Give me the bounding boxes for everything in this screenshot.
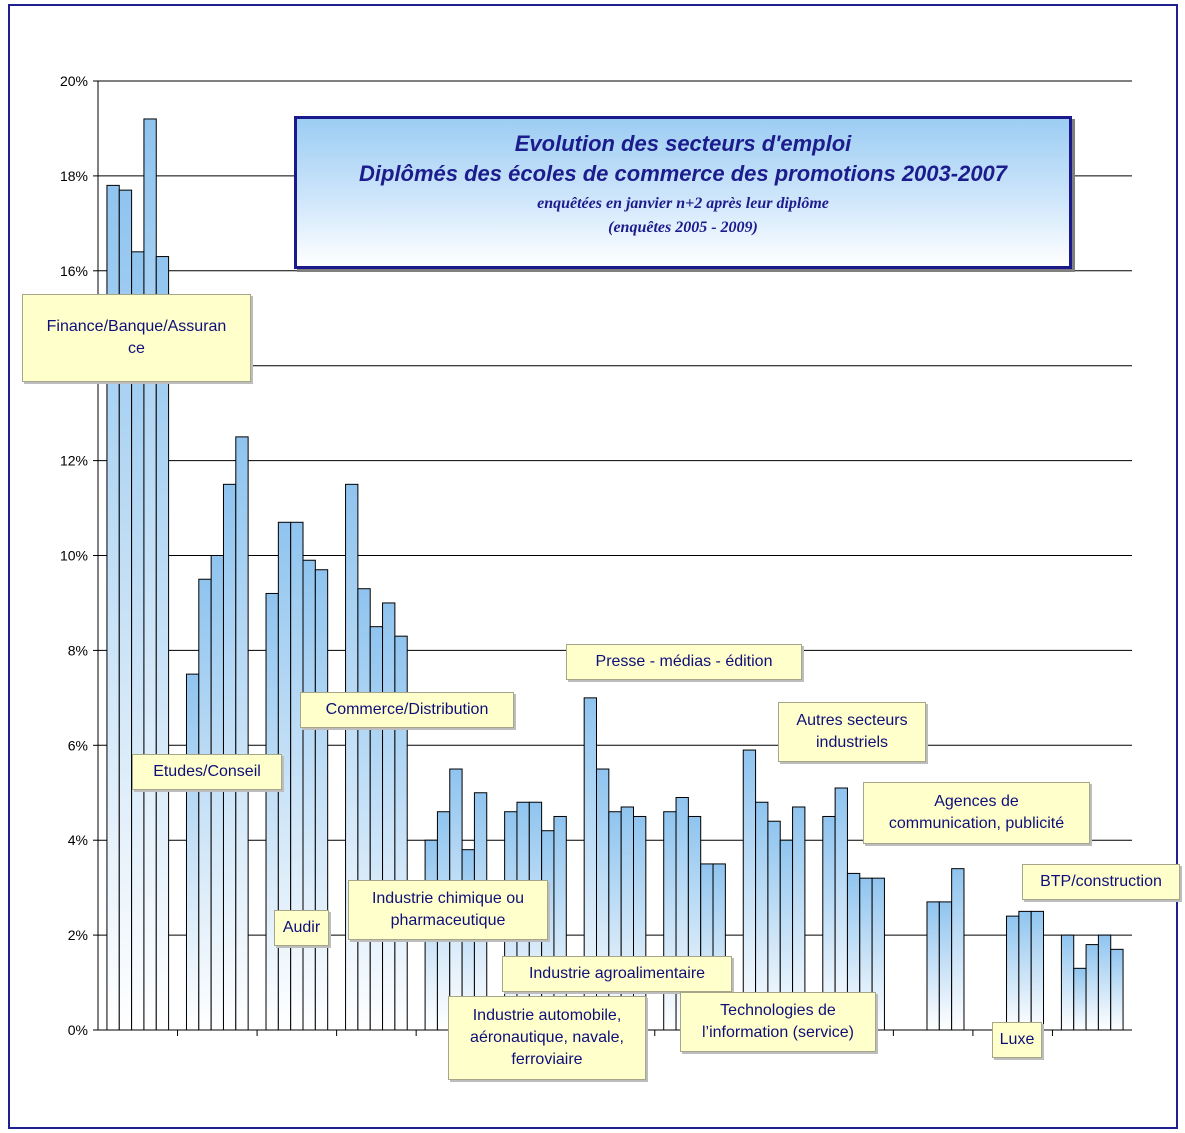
bar (1110, 948, 1124, 1031)
bar (210, 555, 224, 1031)
bar (926, 901, 940, 1031)
chart-subtitle-line-1: enquêtées en janvier n+2 après leur dipl… (537, 195, 829, 212)
chart-title-box: Evolution des secteurs d'emploi Diplômés… (294, 116, 1072, 269)
bar (198, 578, 212, 1031)
bar (951, 868, 965, 1031)
category-label-audit: Audir (274, 910, 329, 946)
chart-subtitle-line-2: (enquêtes 2005 - 2009) (608, 219, 758, 236)
bar (302, 559, 316, 1031)
bar (143, 118, 157, 1031)
bar (938, 901, 953, 1031)
y-tick-label: 6% (68, 737, 88, 753)
chart-title-line-2: Diplômés des écoles de commerce des prom… (358, 161, 1008, 186)
y-tick-label: 8% (68, 642, 88, 658)
y-tick-label: 4% (68, 832, 88, 848)
category-label-etudes-conseil: Etudes/Conseil (132, 754, 282, 790)
bar (1030, 910, 1045, 1031)
bar (357, 588, 371, 1031)
bar (369, 626, 384, 1031)
bar (265, 592, 279, 1031)
category-label-luxe: Luxe (992, 1022, 1042, 1058)
bar (742, 749, 757, 1031)
category-label-autres-industriels: Autres secteurs industriels (778, 702, 926, 762)
bar (314, 569, 329, 1031)
category-label-technologies: Technologies de l’information (service) (680, 992, 876, 1052)
bar (1060, 934, 1075, 1031)
y-tick-label: 0% (68, 1022, 88, 1038)
category-label-finance: Finance/Banque/Assuran ce (22, 294, 251, 382)
chart-title-line-1: Evolution des secteurs d'emploi (514, 131, 852, 156)
bar (185, 673, 200, 1031)
bar (663, 811, 677, 1031)
category-label-chimie: Industrie chimique ou pharmaceutique (348, 880, 548, 940)
category-label-agroalimentaire: Industrie agroalimentaire (502, 956, 732, 992)
y-tick-label: 20% (60, 73, 88, 89)
y-tick-labels: 0%2%4%6%8%10%12%14%16%18%20% (60, 73, 88, 1038)
category-label-commerce: Commerce/Distribution (300, 692, 514, 728)
bar (382, 602, 396, 1031)
y-tick-label: 18% (60, 168, 88, 184)
bar (1085, 944, 1099, 1031)
bar (235, 436, 249, 1031)
category-label-btp: BTP/construction (1022, 864, 1180, 900)
chart-frame: 0%2%4%6%8%10%12%14%16%18%20% Evolution d… (8, 4, 1180, 1129)
bar (345, 483, 359, 1031)
category-label-agences: Agences de communication, publicité (863, 782, 1090, 844)
bar (1018, 910, 1032, 1031)
y-tick-label: 2% (68, 927, 88, 943)
bar (290, 521, 304, 1031)
category-label-presse: Presse - médias - édition (566, 644, 802, 680)
y-tick-label: 10% (60, 548, 88, 564)
y-tick-label: 12% (60, 453, 88, 469)
bar (1006, 915, 1020, 1031)
category-label-automobile: Industrie automobile, aéronautique, nava… (448, 996, 646, 1080)
bar (1073, 967, 1087, 1031)
y-tick-label: 16% (60, 263, 88, 279)
bar (1097, 934, 1112, 1031)
